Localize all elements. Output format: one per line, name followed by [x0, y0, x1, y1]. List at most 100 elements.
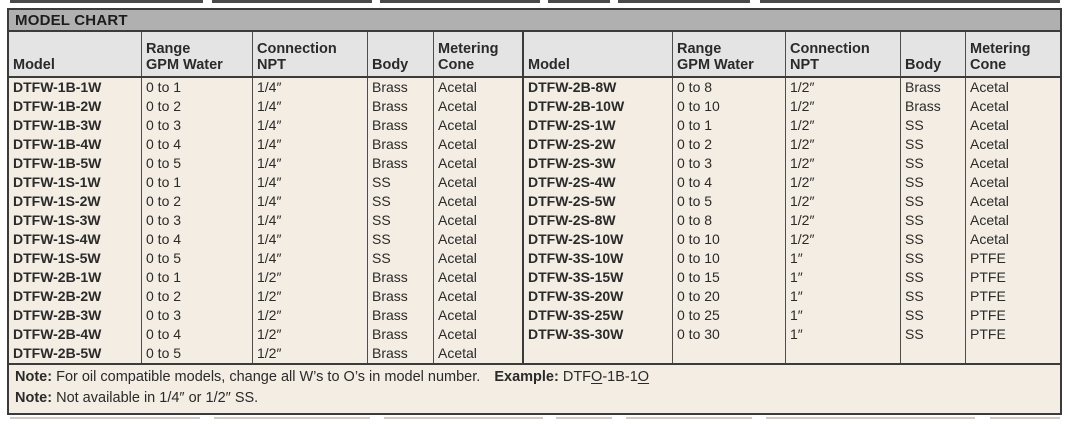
cell-range-gpm: 0 to 8: [673, 78, 786, 97]
cell-body: SS: [368, 230, 434, 249]
cell-range-gpm: 0 to 10: [673, 230, 786, 249]
model-chart-table: MODEL CHART Model Range GPM Water Connectio…: [7, 8, 1062, 415]
cell-body: SS: [901, 211, 966, 230]
cell-model: DTFW-3S-20W: [524, 287, 673, 306]
cell-metering-cone: Acetal: [434, 268, 524, 287]
cell-metering-cone: [966, 344, 1060, 363]
cell-model: DTFW-2S-10W: [524, 230, 673, 249]
cell-model: DTFW-2S-4W: [524, 173, 673, 192]
crop-line-segment: [214, 417, 370, 419]
cell-model: DTFW-2B-2W: [9, 287, 142, 306]
cell-range-gpm: 0 to 1: [673, 116, 786, 135]
cell-model: DTFW-2S-5W: [524, 192, 673, 211]
cell-connection-npt: 1″: [786, 268, 901, 287]
cell-model: DTFW-1B-1W: [9, 78, 142, 97]
cell-metering-cone: PTFE: [970, 250, 1006, 266]
crop-line-segment: [212, 0, 372, 3]
cell-body: SS: [901, 230, 966, 249]
cell-model: DTFW-1S-3W: [9, 211, 142, 230]
crop-artifact-bottom: [0, 415, 1068, 428]
note-label: Note:: [15, 369, 53, 385]
cell-metering-cone: Acetal: [434, 325, 524, 344]
cell-body: SS: [901, 116, 966, 135]
crop-artifact-top: [0, 0, 1068, 8]
cell-model: DTFW-3S-15W: [524, 268, 673, 287]
column-header-range-gpm: Range GPM Water: [673, 32, 786, 76]
cell-body: [901, 344, 966, 363]
cell-connection-npt: 1/4″: [253, 116, 368, 135]
cell-connection-npt: 1″: [786, 306, 901, 325]
cell-model: DTFW-1S-2W: [9, 192, 142, 211]
cell-connection-npt: 1/2″: [253, 306, 368, 325]
crop-line-segment: [990, 417, 1060, 419]
cell-model: DTFW-3S-25W: [524, 306, 673, 325]
cell-metering-cone: Acetal: [970, 193, 1009, 209]
cell-metering-cone: Acetal: [970, 136, 1009, 152]
table-title-bar: MODEL CHART: [9, 10, 1060, 32]
cell-model: DTFW-1S-5W: [9, 249, 142, 268]
column-header-model: Model: [524, 32, 673, 76]
cell-body: Brass: [901, 97, 966, 116]
cell-metering-cone: Acetal: [970, 98, 1009, 114]
cell-model: DTFW-2B-3W: [9, 306, 142, 325]
crop-line-segment: [618, 0, 750, 3]
cell-model: DTFW-2B-8W: [524, 78, 673, 97]
crop-line-segment: [556, 417, 612, 419]
cell-body: Brass: [368, 306, 434, 325]
cell-connection-npt: 1/2″: [253, 325, 368, 344]
cell-metering-cone: Acetal: [434, 344, 524, 363]
cell-range-gpm: [673, 344, 786, 363]
cell-model: [524, 344, 673, 363]
cell-model: DTFW-2B-4W: [9, 325, 142, 344]
notes-section: Note: For oil compatible models, change …: [9, 363, 1060, 413]
cell-range-gpm: 0 to 1: [142, 173, 253, 192]
cell-range-gpm: 0 to 3: [673, 154, 786, 173]
column-header-range-gpm: Range GPM Water: [142, 32, 253, 76]
cell-metering-cone: Acetal: [970, 117, 1009, 133]
cell-metering-cone: Acetal: [970, 231, 1009, 247]
cell-range-gpm: 0 to 4: [142, 135, 253, 154]
example-model-number: DTFO-1B-1O: [562, 369, 650, 385]
cell-connection-npt: 1/2″: [786, 78, 901, 97]
cell-body: Brass: [368, 116, 434, 135]
crop-line-segment: [10, 0, 203, 3]
crop-line-segment: [626, 417, 752, 419]
cell-body: SS: [901, 268, 966, 287]
cell-range-gpm: 0 to 2: [142, 287, 253, 306]
cell-metering-cone: Acetal: [434, 230, 524, 249]
cell-body: SS: [901, 306, 966, 325]
column-header-connection-npt: Connection NPT: [253, 32, 368, 76]
cell-connection-npt: 1″: [786, 325, 901, 344]
cell-connection-npt: 1″: [786, 249, 901, 268]
cell-metering-cone: Acetal: [434, 211, 524, 230]
cell-connection-npt: 1/2″: [786, 211, 901, 230]
cell-range-gpm: 0 to 25: [673, 306, 786, 325]
table-header-row: Model Range GPM Water Connection NPT Body Mete…: [9, 32, 1060, 78]
cell-body: Brass: [368, 344, 434, 363]
cell-connection-npt: 1/4″: [253, 154, 368, 173]
crop-line-segment: [384, 417, 543, 419]
cell-body: Brass: [368, 97, 434, 116]
cell-connection-npt: 1/4″: [253, 211, 368, 230]
cell-model: DTFW-1B-3W: [9, 116, 142, 135]
cell-connection-npt: 1/4″: [253, 230, 368, 249]
cell-model: DTFW-3S-10W: [524, 249, 673, 268]
cell-body: SS: [901, 154, 966, 173]
crop-line-segment: [766, 417, 975, 419]
cell-body: SS: [901, 173, 966, 192]
cell-range-gpm: 0 to 30: [673, 325, 786, 344]
example-label: Example:: [494, 369, 559, 385]
cell-connection-npt: 1″: [786, 287, 901, 306]
cell-range-gpm: 0 to 5: [142, 154, 253, 173]
cell-metering-cone: Acetal: [434, 306, 524, 325]
cell-connection-npt: 1/2″: [253, 287, 368, 306]
cell-model: DTFW-2B-1W: [9, 268, 142, 287]
cell-model: DTFW-3S-30W: [524, 325, 673, 344]
cell-range-gpm: 0 to 10: [673, 97, 786, 116]
cell-range-gpm: 0 to 10: [673, 249, 786, 268]
cell-metering-cone: Acetal: [970, 174, 1009, 190]
cell-body: SS: [901, 325, 966, 344]
cell-metering-cone: Acetal: [434, 154, 524, 173]
cell-connection-npt: 1/2″: [786, 192, 901, 211]
